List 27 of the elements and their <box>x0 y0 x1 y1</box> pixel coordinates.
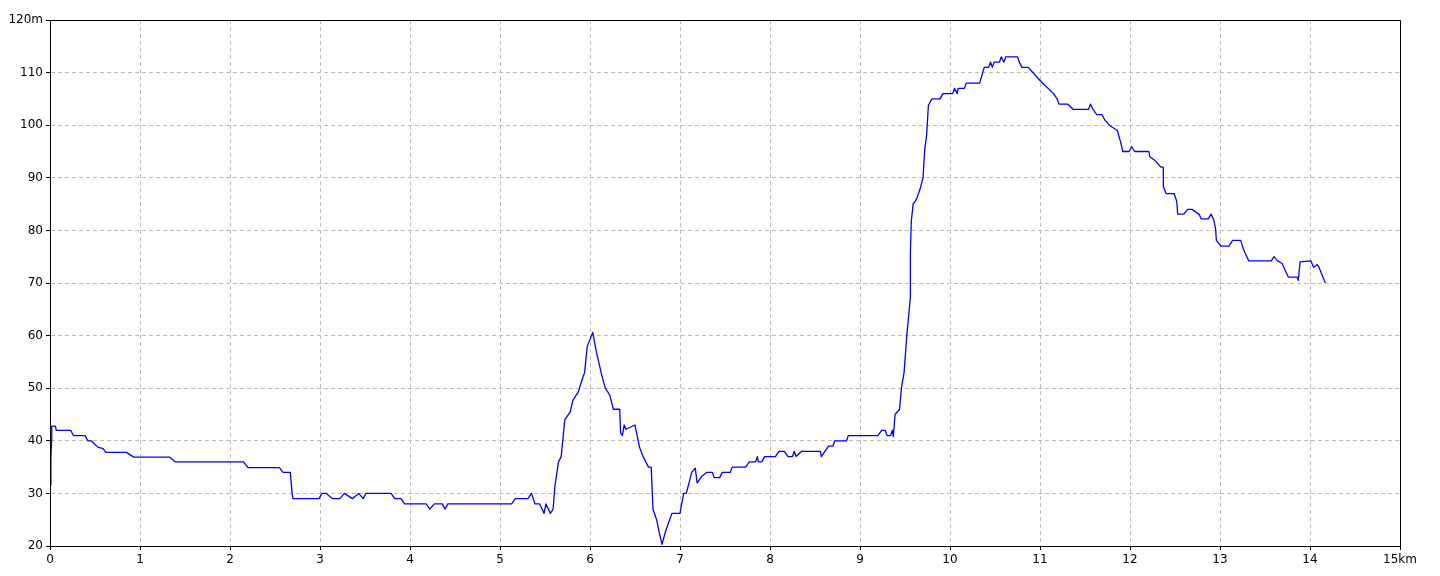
y-tick-label: 40 <box>27 432 43 447</box>
x-tick-label: 8 <box>766 552 774 567</box>
x-tick-label: 2 <box>226 552 234 567</box>
x-tick-label: 7 <box>676 552 684 567</box>
x-tick-label: 5 <box>496 552 504 567</box>
y-tick-label: 80 <box>27 222 43 237</box>
x-tick-label: 14 <box>1302 552 1318 567</box>
y-tick-label: 100 <box>20 117 43 132</box>
y-tick-label: 60 <box>27 327 43 342</box>
y-tick-label: 110 <box>20 64 43 79</box>
x-tick-label: 4 <box>406 552 414 567</box>
x-tick-label: 11 <box>1032 552 1048 567</box>
x-tick-label: 0 <box>46 552 54 567</box>
y-tick-label: 50 <box>27 380 43 395</box>
y-tick-label: 30 <box>27 485 43 500</box>
x-tick-label: 9 <box>856 552 864 567</box>
x-tick-label: 3 <box>316 552 324 567</box>
y-tick-label: 90 <box>27 169 43 184</box>
x-tick-label: 1 <box>136 552 144 567</box>
y-tick-label: 20 <box>27 538 43 553</box>
x-tick-label: 12 <box>1122 552 1138 567</box>
x-tick-label: 13 <box>1212 552 1228 567</box>
x-tick-label: 15km <box>1383 552 1417 567</box>
x-tick-label: 10 <box>942 552 958 567</box>
x-tick-label: 6 <box>586 552 594 567</box>
y-tick-label: 120m <box>8 12 43 27</box>
y-tick-label: 70 <box>27 275 43 290</box>
